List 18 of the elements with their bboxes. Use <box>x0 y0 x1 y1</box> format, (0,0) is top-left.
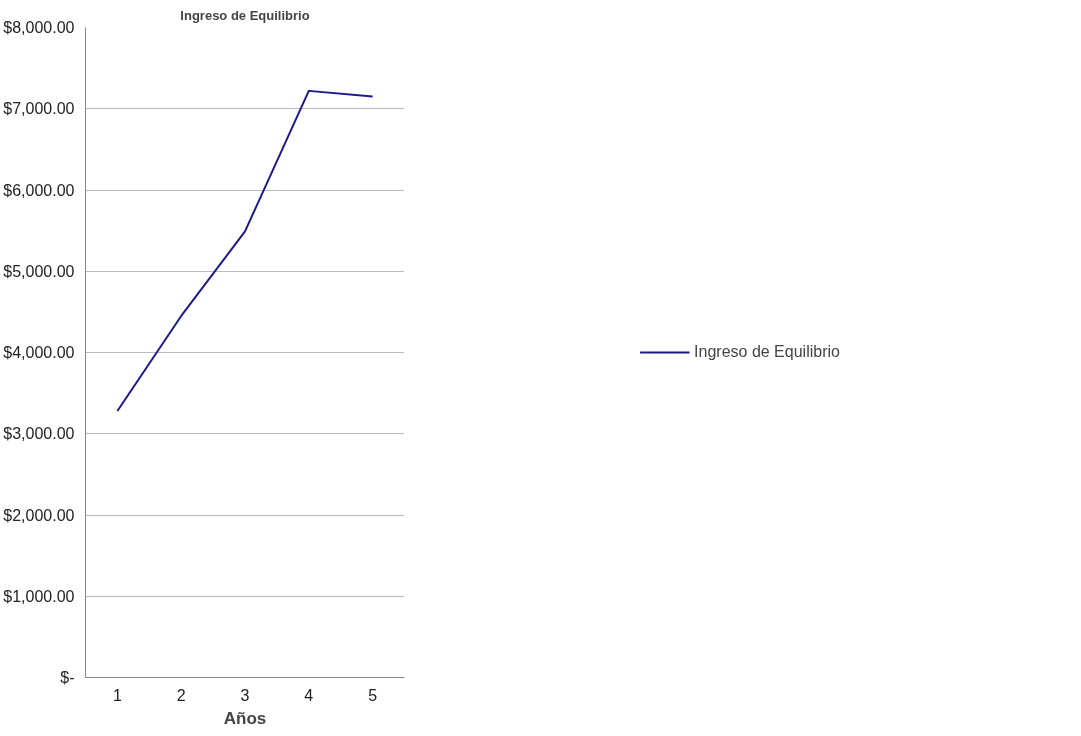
x-tick-label: 3 <box>240 686 250 704</box>
y-tick-label: $5,000.00 <box>3 262 75 280</box>
y-tick-label: $4,000.00 <box>3 344 75 361</box>
y-tick-label: $7,000.00 <box>3 100 75 118</box>
x-tick-label: 4 <box>304 686 314 704</box>
y-tick-label: $8,000.00 <box>3 19 75 36</box>
x-tick-label: 2 <box>176 686 186 704</box>
y-tick-label: $2,000.00 <box>3 506 75 524</box>
line-series <box>116 89 374 412</box>
chart-title: Ingreso de Equilibrio <box>180 7 310 23</box>
y-tick-label: $- <box>60 669 75 686</box>
legend-label: Ingreso de Equilibrio <box>694 343 840 361</box>
y-tick-label: $3,000.00 <box>3 425 75 443</box>
x-tick-label: 1 <box>112 686 122 704</box>
x-axis-title: Años <box>223 708 267 728</box>
y-tick-label: $6,000.00 <box>3 181 75 199</box>
x-tick-label: 5 <box>368 686 378 704</box>
y-tick-label: $1,000.00 <box>3 587 75 605</box>
